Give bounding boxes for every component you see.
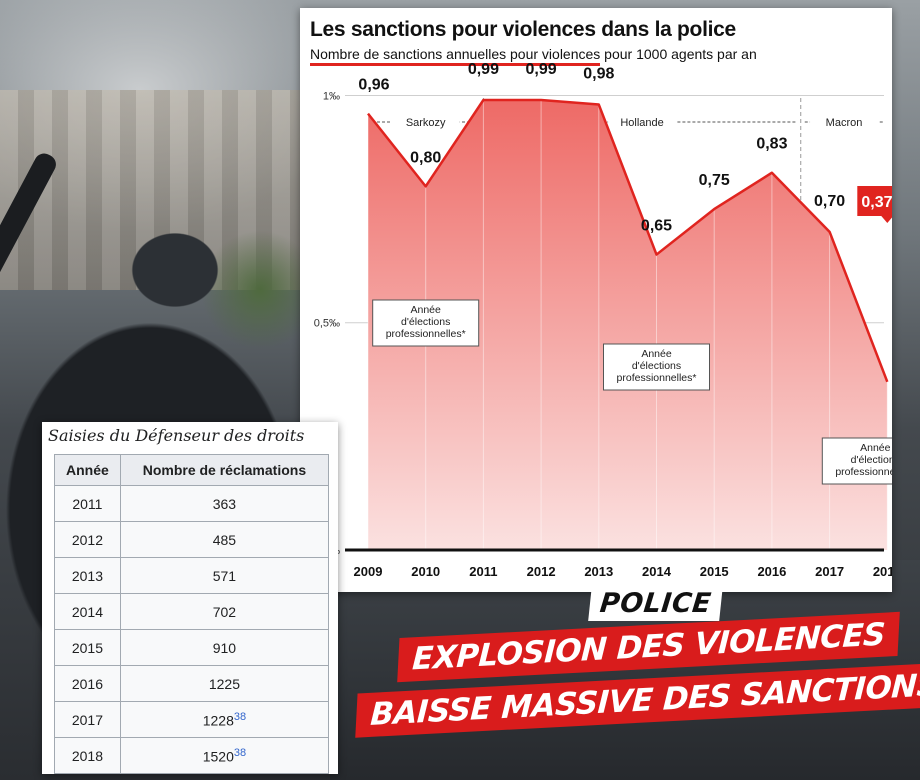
- data-label: 0,96: [358, 77, 389, 94]
- data-label: 0,99: [526, 61, 557, 78]
- table-row: 2018 152038: [54, 737, 330, 774]
- police-tag: POLICE: [588, 586, 724, 621]
- table-cell-year: 2014: [54, 593, 121, 630]
- data-label: 0,99: [468, 61, 499, 78]
- x-tick-label: 2010: [411, 564, 440, 579]
- y-tick-label: 1‰: [323, 90, 340, 102]
- reference-link[interactable]: 38: [233, 746, 247, 759]
- x-tick-label: 2012: [527, 564, 556, 579]
- x-tick-label: 2014: [642, 564, 672, 579]
- period-label: Macron: [826, 117, 863, 129]
- highlight-pointer: [881, 216, 892, 223]
- table-cell-count: 571: [119, 557, 330, 594]
- table-cell-count-value: 702: [212, 603, 237, 620]
- table-cell-count: 122838: [119, 701, 330, 738]
- data-label: 0,83: [756, 136, 787, 153]
- table-row: 2017 122838: [54, 701, 330, 738]
- table-cell-count-value: 363: [212, 495, 237, 512]
- table-caption: Saisies du Défenseur des droits: [48, 426, 305, 445]
- x-tick-label: 2015: [700, 564, 729, 579]
- x-tick-label: 2016: [757, 564, 786, 579]
- annotation-text: professionnelles*: [835, 466, 892, 478]
- period-label-backdrop: [391, 114, 460, 129]
- table-cell-year: 2011: [54, 485, 121, 522]
- table-row: 2012 485: [54, 521, 330, 558]
- annotation-text: d'élections: [851, 454, 892, 466]
- sanctions-chart: Les sanctions pour violences dans la pol…: [300, 8, 892, 592]
- table-cell-count-value: 1228: [202, 712, 234, 729]
- table-cell-count-value: 571: [212, 567, 237, 584]
- x-tick-label: 2011: [469, 564, 497, 579]
- table-cell-count-value: 910: [212, 639, 237, 656]
- annotation-text: d'élections: [632, 360, 681, 372]
- annotation-box: [372, 299, 480, 347]
- annotation-text: Année: [641, 348, 672, 360]
- annotation-text: Année: [411, 304, 442, 316]
- table-cell-year: 2018: [54, 737, 121, 774]
- y-tick-label: 0,5‰: [314, 318, 340, 330]
- data-label: 0,75: [699, 172, 730, 189]
- data-label-highlight: 0,37 %: [861, 194, 892, 211]
- x-tick-label: 2009: [354, 564, 383, 579]
- annotation-text: professionnelles*: [386, 328, 466, 340]
- annotation-box: [603, 343, 710, 391]
- table-cell-year: 2016: [54, 665, 121, 702]
- claims-table: Année Nombre de réclamations 2011 363 2012…: [54, 454, 330, 774]
- claims-table-panel: Saisies du Défenseur des droits Année No…: [42, 422, 338, 774]
- table-cell-count-value: 1225: [208, 675, 240, 692]
- area-fill: [368, 100, 888, 550]
- chart-title: Les sanctions pour violences dans la pol…: [310, 18, 736, 41]
- table-row: 2013 571: [54, 557, 330, 594]
- data-label: 0,98: [583, 66, 614, 83]
- table-cell-count: 485: [119, 521, 330, 558]
- table-row: 2014 702: [54, 593, 330, 630]
- annotation-text: d'élections: [401, 316, 450, 328]
- table-row: 2016 1225: [54, 665, 330, 702]
- period-label-backdrop: [608, 114, 677, 129]
- table-cell-year: 2015: [54, 629, 121, 666]
- period-label-backdrop: [810, 114, 879, 129]
- annotation-text: Année: [860, 442, 891, 454]
- table-cell-count: 1225: [119, 665, 330, 702]
- highlight-box: [857, 186, 892, 216]
- table-row: 2015 910: [54, 629, 330, 666]
- annotation-text: professionnelles*: [617, 372, 697, 384]
- table-cell-year: 2013: [54, 557, 121, 594]
- data-label: 0,70: [814, 193, 845, 210]
- table-cell-count: 363: [119, 485, 330, 522]
- chart-subtitle-rest: pour 1000 agents par an: [600, 46, 757, 62]
- period-label: Hollande: [620, 117, 663, 129]
- table-row: 2011 363: [54, 485, 330, 522]
- data-label: 0,80: [410, 149, 441, 166]
- table-cell-count: 702: [119, 593, 330, 630]
- chart-subtitle-underlined: Nombre de sanctions annuelles pour viole…: [310, 46, 601, 66]
- table-cell-count-value: 1520: [202, 748, 234, 765]
- period-label: Sarkozy: [406, 117, 446, 129]
- chart-subtitle: Nombre de sanctions annuelles pour viole…: [310, 46, 757, 66]
- x-tick-label: 2018: [873, 564, 892, 579]
- table-cell-count: 152038: [119, 737, 330, 774]
- reference-link[interactable]: 38: [233, 710, 247, 723]
- data-label: 0,65: [641, 218, 672, 235]
- table-cell-count: 910: [119, 629, 330, 666]
- table-header-count: Nombre de réclamations: [119, 454, 330, 486]
- table-cell-year: 2017: [54, 701, 121, 738]
- annotation-box: [821, 437, 892, 485]
- series-line: [367, 98, 889, 383]
- table-header-row: Année Nombre de réclamations: [54, 454, 330, 486]
- table-cell-count-value: 485: [212, 531, 237, 548]
- table-header-year: Année: [54, 454, 121, 486]
- table-cell-year: 2012: [54, 521, 121, 558]
- x-tick-label: 2017: [815, 564, 844, 579]
- x-tick-label: 2013: [584, 564, 613, 579]
- chart-plot: 1‰0,5‰‰SarkozyHollandeMacron200920102011…: [314, 61, 892, 579]
